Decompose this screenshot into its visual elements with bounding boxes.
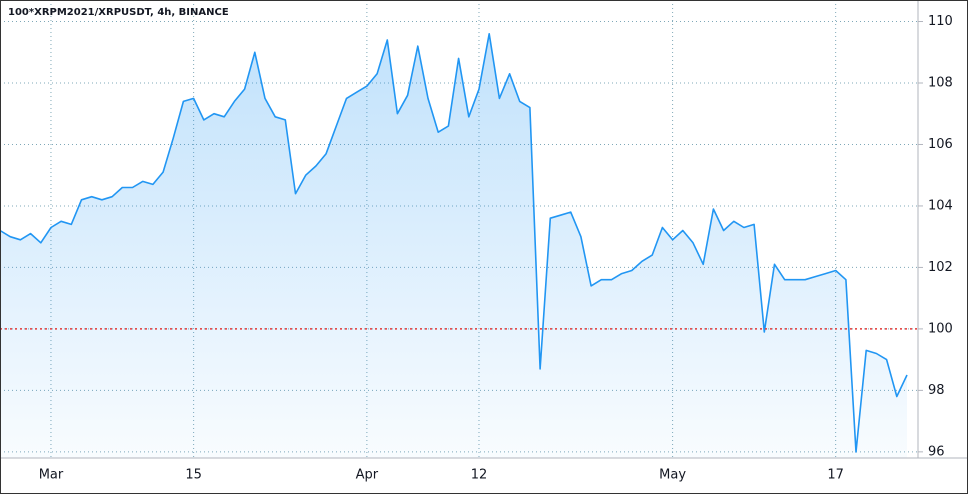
area-fill	[0, 33, 907, 459]
x-tick-label: Mar	[39, 468, 64, 483]
x-tick-label: Apr	[356, 468, 379, 483]
y-tick-label: 104	[928, 198, 953, 213]
x-tick-label: 12	[471, 468, 488, 483]
x-tick-label: 15	[185, 468, 202, 483]
y-tick-label: 110	[928, 14, 953, 29]
chart-title: 100*XRPM2021/XRPUSDT, 4h, BINANCE	[8, 7, 229, 18]
y-tick-label: 98	[928, 383, 945, 398]
y-tick-label: 100	[928, 321, 953, 336]
y-tick-label: 96	[928, 444, 945, 459]
x-tick-label: 17	[827, 468, 844, 483]
y-tick-label: 108	[928, 75, 953, 90]
plot-area	[0, 0, 918, 459]
y-tick-label: 106	[928, 137, 953, 152]
price-line	[0, 33, 908, 453]
y-tick-label: 102	[928, 260, 953, 275]
x-tick-label: May	[659, 468, 686, 483]
